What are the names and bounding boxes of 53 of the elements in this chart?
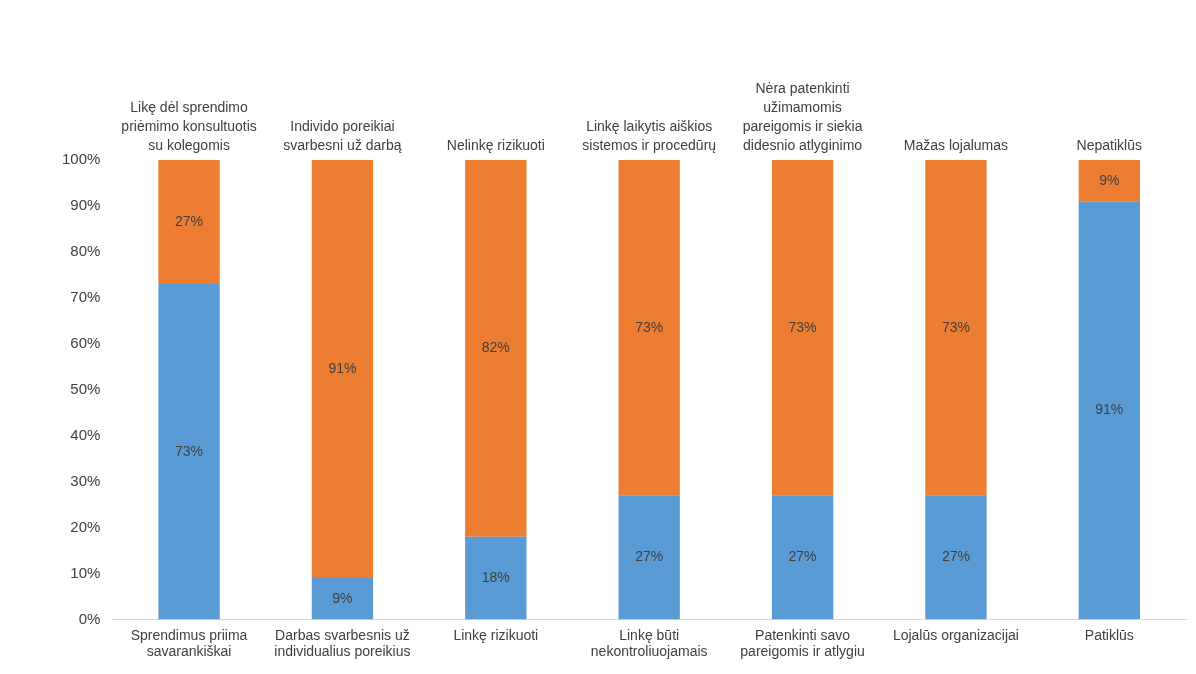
data-label: 27% [635,548,664,565]
data-label: 27% [175,212,204,229]
data-label: 73% [941,318,970,335]
bar [465,160,527,537]
data-label: 9% [332,589,353,606]
data-label: 18% [481,568,510,585]
data-label: 91% [328,359,357,376]
bar [925,160,987,496]
annotation: Nepatiklūs [1076,137,1142,153]
bar [771,495,834,620]
data-label: 82% [481,339,510,356]
y-tick-label: 40% [70,425,101,443]
y-tick-label: 20% [70,517,101,535]
data-label: 9% [1099,171,1120,188]
annotation: Nėra patenkinti užimamomis pareigomis ir siekia didesnio atlyginimo [742,80,863,153]
bar [158,284,220,620]
y-tick-label: 10% [70,563,101,581]
data-label: 73% [175,442,204,459]
data-label: 91% [1095,401,1124,418]
bar [311,578,374,620]
bar [618,160,680,496]
x-tick-label: Patenkinti savo pareigomis ir atlygiu [740,626,865,660]
x-tick-label: Darbas svarbesnis už individualius poreikius [274,626,411,660]
bar [158,160,220,285]
bar [1078,160,1140,202]
annotation: Nelinkę rizikuoti [446,137,545,153]
y-tick-label: 60% [70,333,101,351]
x-tick-label: Patiklūs [1084,626,1134,643]
annotation: Mažas lojalumas [903,137,1009,153]
data-label: 27% [941,548,970,565]
x-tick-label: Sprendimus priima savarankiškai [130,626,248,660]
x-tick-label: Linkę rizikuoti [453,626,539,643]
bar [311,160,374,579]
data-label: 73% [788,318,817,335]
y-tick-label: 70% [70,287,101,305]
x-tick-label: Linkę būti nekontroliuojamais [590,626,708,660]
data-label: 73% [635,318,664,335]
data-label: 27% [788,548,817,565]
bar [618,495,680,620]
y-tick-label: 80% [70,242,101,260]
y-tick-label: 50% [70,379,101,397]
annotation: Likę dėl sprendimo priėmimo konsultuotis su kolegomis [121,99,257,153]
bar [465,536,527,620]
y-tick-label: 90% [70,196,101,214]
bar [925,495,987,620]
y-tick-label: 30% [70,471,101,489]
bar [771,160,834,496]
y-tick-label: 100% [61,150,101,168]
annotation: Individo poreikiai svarbesni už darbą [283,118,402,153]
bar [1078,201,1140,620]
annotation: Linkę laikytis aiškios sistemos ir procedūrų [582,118,717,153]
x-tick-label: Lojalūs organizacijai [892,626,1019,643]
y-tick-label: 0% [78,609,101,627]
